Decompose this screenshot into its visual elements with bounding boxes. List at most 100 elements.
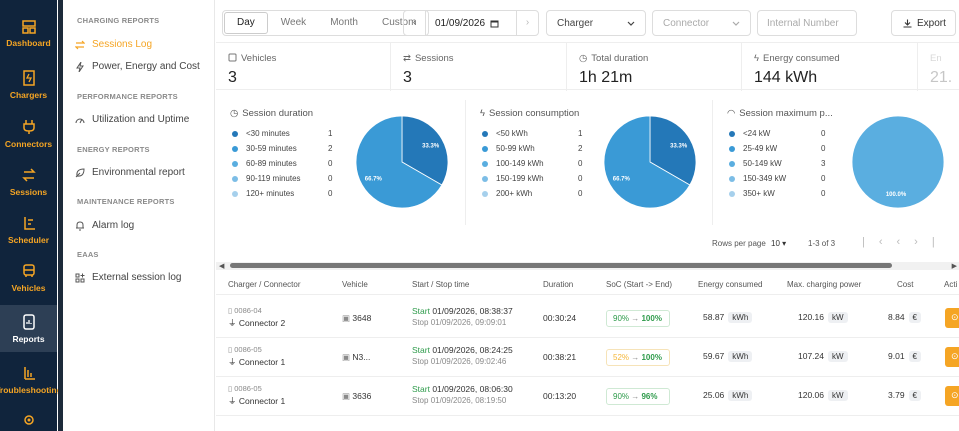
pie-chart: 33.3% 66.7% [355, 115, 449, 209]
rows-per-page-value: 10 [771, 239, 780, 248]
next-date-button[interactable]: › [516, 11, 538, 35]
table-row[interactable]: ▯ 0086-04 ⏚ Connector 2 ▣ 3648 Start 01/… [216, 299, 959, 338]
menu-item-label: Power, Energy and Cost [92, 61, 200, 72]
nav-connectors-label: Connectors [4, 139, 53, 149]
kpi-label-row: Vehicles [228, 53, 276, 64]
chart-title-row: ◠ Session maximum p... [727, 108, 833, 119]
scroll-right-icon[interactable]: ▶ [951, 263, 957, 270]
nav-settings[interactable] [0, 414, 57, 430]
nav-dashboard[interactable]: Dashboard [0, 20, 57, 48]
cost-value: 9.01 [888, 351, 905, 361]
legend-item: 50-99 kWh 2 [482, 144, 582, 153]
pie-slice[interactable] [851, 115, 945, 209]
menu-header-performance: PERFORMANCE REPORTS [77, 92, 178, 101]
column-header[interactable]: SoC (Start -> End) [606, 280, 673, 289]
period-custom[interactable]: Custom [381, 17, 417, 28]
export-button[interactable]: Export [891, 10, 956, 36]
connector-name-value: Connector 2 [238, 318, 286, 328]
kpi-label-row: ⇄ Sessions [403, 53, 454, 64]
calendar-icon[interactable] [490, 19, 499, 28]
column-header[interactable]: Start / Stop time [412, 280, 470, 289]
period-month[interactable]: Month [330, 17, 358, 28]
vehicle-icon [228, 53, 237, 62]
chart-title-row: ϟ Session consumption [480, 108, 579, 119]
nav-reports[interactable]: Reports [0, 305, 57, 352]
charger-id[interactable]: ▯ 0086-04 [228, 306, 262, 315]
chevron-down-icon [732, 21, 740, 26]
charger-select[interactable]: Charger [546, 10, 646, 36]
legend-item: 350+ kW 0 [729, 189, 825, 198]
menu-item-external-session-log[interactable]: External session log [75, 272, 182, 283]
nav-connectors[interactable]: Connectors [0, 119, 57, 149]
column-header[interactable]: Duration [543, 280, 574, 289]
rows-per-page-select[interactable]: 10 ▾ [771, 239, 786, 248]
pie-slice[interactable] [603, 115, 691, 209]
stop-label: Stop [412, 357, 429, 366]
menu-item-alarm-log[interactable]: Alarm log [75, 220, 134, 231]
scrollbar-thumb[interactable] [230, 263, 892, 268]
period-day[interactable]: Day [224, 12, 268, 34]
nav-chargers-label: Chargers [9, 90, 48, 100]
column-header[interactable]: Max. charging power [787, 280, 862, 289]
table-row[interactable]: ▯ 0086-05 ⏚ Connector 1 ▣ N3... Start 01… [216, 338, 959, 377]
nav-chargers[interactable]: Chargers [0, 70, 57, 100]
legend-count: 0 [821, 174, 826, 183]
menu-item-utilization[interactable]: Utilization and Uptime [75, 114, 189, 125]
row-action-button[interactable]: ⊙ [945, 386, 959, 406]
vehicle-cell[interactable]: ▣ 3648 [342, 313, 371, 324]
menu-item-label: Alarm log [92, 220, 135, 231]
charger-icon: ▯ [228, 384, 233, 393]
charger-id[interactable]: ▯ 0086-05 [228, 345, 262, 354]
stop-value: 01/09/2026, 09:09:01 [430, 318, 507, 327]
scroll-left-icon[interactable]: ◀ [219, 263, 225, 270]
duration-value: 00:30:24 [543, 313, 577, 323]
troubleshooting-icon [23, 367, 35, 380]
vehicle-cell[interactable]: ▣ 3636 [342, 391, 371, 402]
date-value[interactable]: 01/09/2026 [435, 17, 486, 29]
legend-label: 50-149 kW [743, 159, 782, 168]
legend-count: 2 [578, 144, 583, 153]
kpi-label: En [930, 53, 942, 64]
menu-header-charging: CHARGING REPORTS [77, 16, 160, 25]
nav-sessions[interactable]: Sessions [0, 167, 57, 197]
pie-slice[interactable] [355, 115, 443, 209]
menu-item-environmental[interactable]: Environmental report [75, 167, 185, 178]
column-header[interactable]: Charger / Connector [228, 280, 301, 289]
legend-label: 100-149 kWh [496, 159, 544, 168]
table-row[interactable]: ▯ 0086-05 ⏚ Connector 1 ▣ 3636 Start 01/… [216, 377, 959, 416]
row-action-button[interactable]: ⊙ [945, 308, 959, 328]
stop-time: Stop 01/09/2026, 09:02:46 [412, 357, 506, 366]
energy-unit: kWh [728, 312, 753, 323]
legend-count: 0 [328, 159, 333, 168]
menu-item-power-energy-cost[interactable]: Power, Energy and Cost [75, 61, 200, 72]
vehicle-cell[interactable]: ▣ N3... [342, 352, 370, 363]
plug-icon: ⏚ [228, 396, 237, 406]
plug-icon [22, 120, 35, 134]
legend-item: 60-89 minutes 0 [232, 159, 332, 168]
table-horizontal-scrollbar[interactable]: ◀ ▶ [216, 262, 959, 270]
prev-date-button[interactable]: ‹ [404, 11, 426, 35]
internal-number-input[interactable]: Internal Number [757, 10, 857, 36]
pie-slice[interactable] [649, 115, 697, 186]
kpi-value: 3 [228, 69, 237, 86]
menu-item-sessions-log[interactable]: Sessions Log [75, 39, 152, 50]
pie-slice[interactable] [401, 115, 449, 186]
power-unit: kW [828, 312, 848, 323]
nav-scheduler[interactable]: Scheduler [0, 215, 57, 245]
legend-item: <24 kW 0 [729, 129, 825, 138]
row-action-button[interactable]: ⊙ [945, 347, 959, 367]
nav-troubleshooting[interactable]: Troubleshooting [0, 365, 62, 395]
report-icon [22, 314, 35, 330]
charger-id[interactable]: ▯ 0086-05 [228, 384, 262, 393]
soc-end: 100% [641, 314, 662, 323]
sidebar-scrollbar[interactable] [58, 0, 63, 431]
column-header[interactable]: Cost [897, 280, 914, 289]
nav-vehicles[interactable]: Vehicles [0, 263, 57, 293]
period-week[interactable]: Week [280, 17, 307, 28]
column-header[interactable]: Energy consumed [698, 280, 763, 289]
legend-label: 50-99 kWh [496, 144, 535, 153]
connector-select[interactable]: Connector [652, 10, 751, 36]
pagination-controls[interactable]: |‹‹›| [862, 236, 949, 248]
column-header[interactable]: Vehicle [342, 280, 368, 289]
column-header[interactable]: Acti [944, 280, 958, 289]
